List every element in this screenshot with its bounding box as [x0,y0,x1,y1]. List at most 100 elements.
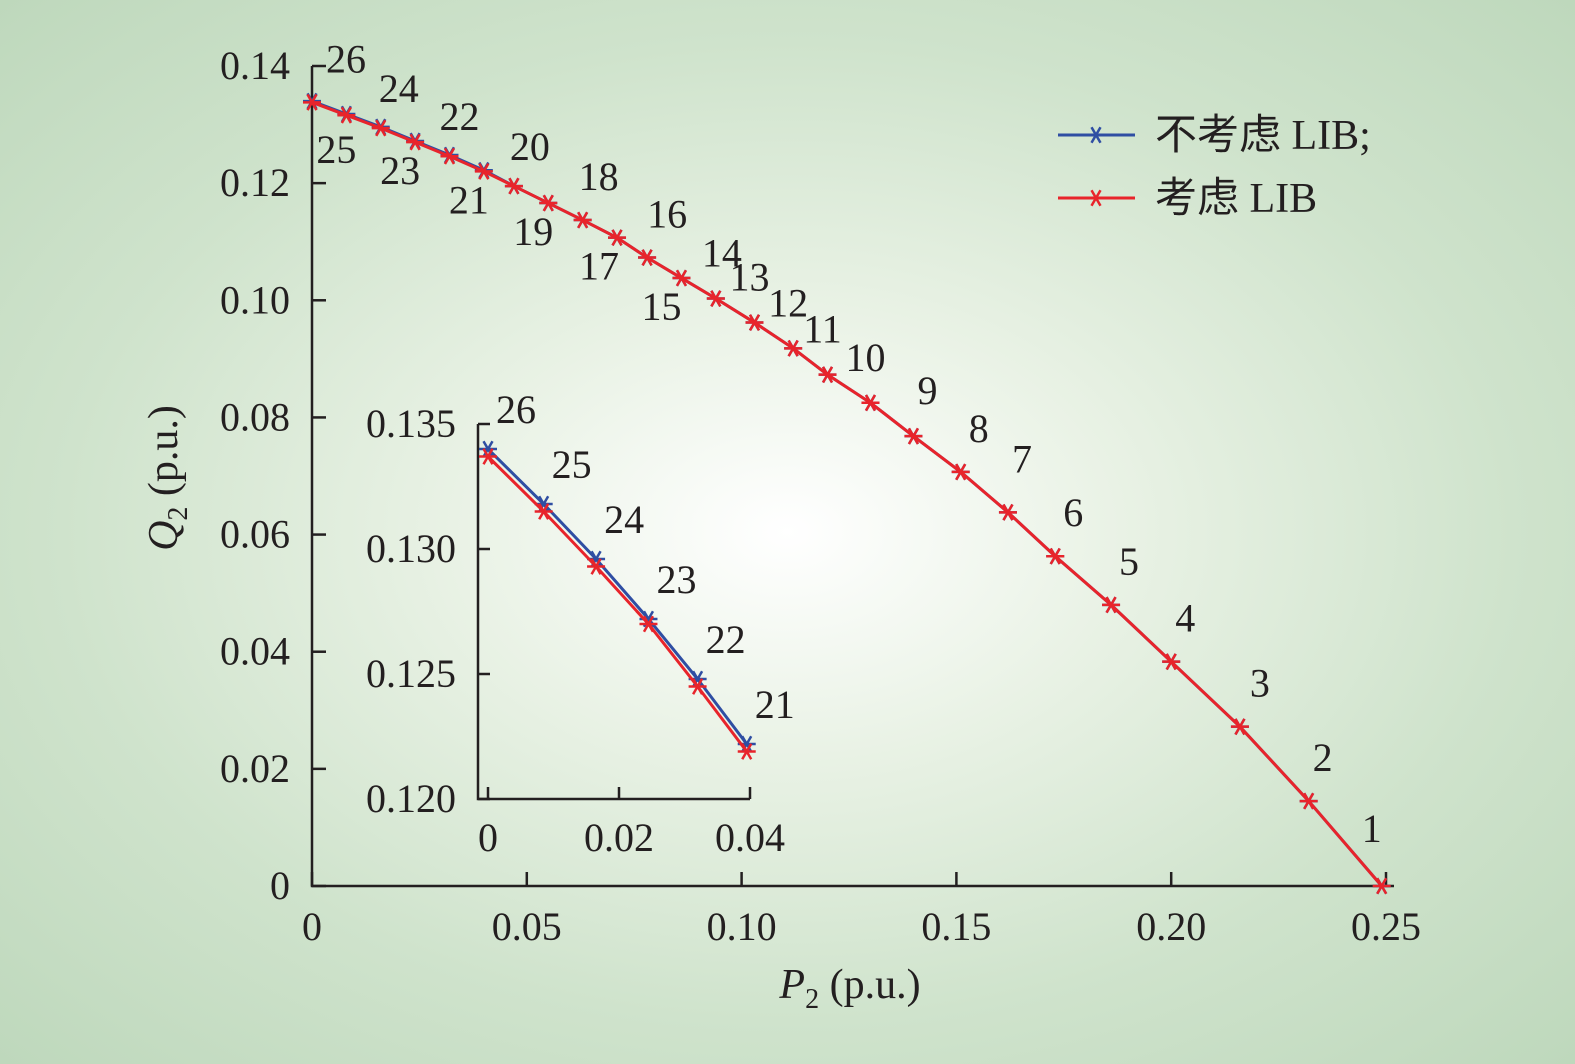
inset-x-tick-label: 0 [478,815,498,860]
data-point-marker [706,290,725,307]
x-tick-label: 0.15 [921,904,991,949]
data-point-marker [573,211,592,229]
data-point-marker [539,194,558,212]
point-label: 23 [380,148,420,193]
data-point-marker [784,339,803,357]
inset-point-label: 21 [755,682,795,727]
data-point-marker [371,119,390,137]
inset-data-point-marker [688,678,707,695]
data-point-marker [861,394,880,412]
point-label: 15 [641,284,681,329]
point-label: 7 [1012,436,1032,481]
inset-y-tick-label: 0.130 [366,526,456,571]
data-point-marker [406,133,425,151]
inset-point-label: 26 [496,387,536,432]
data-point-marker [337,106,356,124]
data-point-marker [1372,877,1391,895]
data-point-marker [1162,653,1181,671]
inset-point-label: 22 [706,617,746,662]
y-tick-label: 0.10 [220,277,290,322]
inset-plot: 0.120 0.125 0.130 0.135 0 0.02 0.04 26 25 24 23222… [366,387,795,860]
inset-data-point-marker [587,558,606,575]
x-tick-label: 0.20 [1136,904,1206,949]
x-axis-title: P2 (p.u.) [778,962,920,1015]
series-with-lib [303,93,1391,895]
legend-item: 考虑 LIB [1058,176,1317,222]
point-label: 16 [647,192,687,237]
point-label: 3 [1250,661,1270,706]
y-tick-label: 0.02 [220,746,290,791]
inset-point-label: 25 [552,442,592,487]
inset-x-tick-label: 0.04 [715,815,785,860]
point-label: 17 [579,244,619,289]
inset-data-point-marker [737,743,756,760]
y-tick-label: 0 [270,863,290,908]
data-point-marker [1046,547,1065,565]
inset-data-point-marker [534,503,553,520]
data-point-marker [904,427,923,445]
y-tick-label: 0.08 [220,394,290,439]
data-point-marker [440,147,459,165]
inset-data-point-marker [479,448,497,465]
inset-y-tick-label: 0.125 [366,651,456,696]
legend-item: 不考虑 LIB; [1058,113,1371,159]
x-tick-label: 0.10 [707,904,777,949]
data-point-marker [638,249,657,266]
point-label: 13 [729,255,769,300]
point-label: 19 [513,209,553,254]
legend-label: 考虑 LIB [1155,176,1317,222]
legend-marker [1087,189,1105,207]
point-label: 25 [316,127,356,172]
point-label: 2 [1313,735,1333,780]
inset-series-line [486,447,748,745]
legend: 不考虑 LIB; 考虑 LIB [1058,113,1371,222]
point-label: 8 [969,406,989,451]
inset-point-label: 23 [656,557,696,602]
legend-marker [1087,126,1105,144]
series-line [311,100,1383,887]
y-tick-label: 0.12 [220,160,290,205]
y-tick-label: 0.14 [220,43,290,88]
point-label: 4 [1175,596,1195,641]
main-plot: 0 0.02 0.04 0.06 0.08 0.10 0.12 0.14 0 0.05 0.10 0.… [141,36,1421,1015]
inset-point-label: 24 [604,497,644,542]
data-point-marker [608,229,627,247]
point-label: 24 [379,66,419,111]
data-point-marker [951,463,970,481]
inset-series-line [486,455,748,753]
point-label: 18 [579,154,619,199]
point-label: 20 [510,124,550,169]
point-label: 1 [1362,806,1382,851]
inset-series-without-lib [479,440,756,753]
point-label: 9 [917,368,937,413]
data-point-marker [1102,596,1121,614]
legend-label: 不考虑 LIB; [1155,113,1371,159]
data-point-marker [672,269,691,287]
inset-data-point-marker [639,615,658,633]
point-label: 6 [1063,490,1083,535]
data-point-marker [745,314,764,331]
data-point-marker [504,177,523,195]
inset-y-tick-label: 0.135 [366,401,456,446]
y-tick-label: 0.04 [220,629,290,674]
inset-x-tick-label: 0.02 [584,815,654,860]
y-axis-title: Q2 (p.u.) [141,405,194,551]
point-label: 10 [845,335,885,380]
data-point-marker [1299,792,1318,810]
x-tick-label: 0.05 [492,904,562,949]
point-label: 12 [768,280,808,325]
inset-y-tick-label: 0.120 [366,776,456,821]
inset-series-with-lib [479,448,756,760]
y-tick-label: 0.06 [220,512,290,557]
x-tick-label: 0 [302,904,322,949]
inset-data-point-marker [479,440,497,458]
data-point-marker [474,163,493,180]
x-tick-label: 0.25 [1351,904,1421,949]
point-label: 26 [326,36,366,81]
data-point-marker [998,503,1017,521]
point-label: 14 [702,231,742,276]
point-label: 5 [1119,539,1139,584]
data-point-marker [818,366,837,384]
point-label: 11 [803,307,842,352]
